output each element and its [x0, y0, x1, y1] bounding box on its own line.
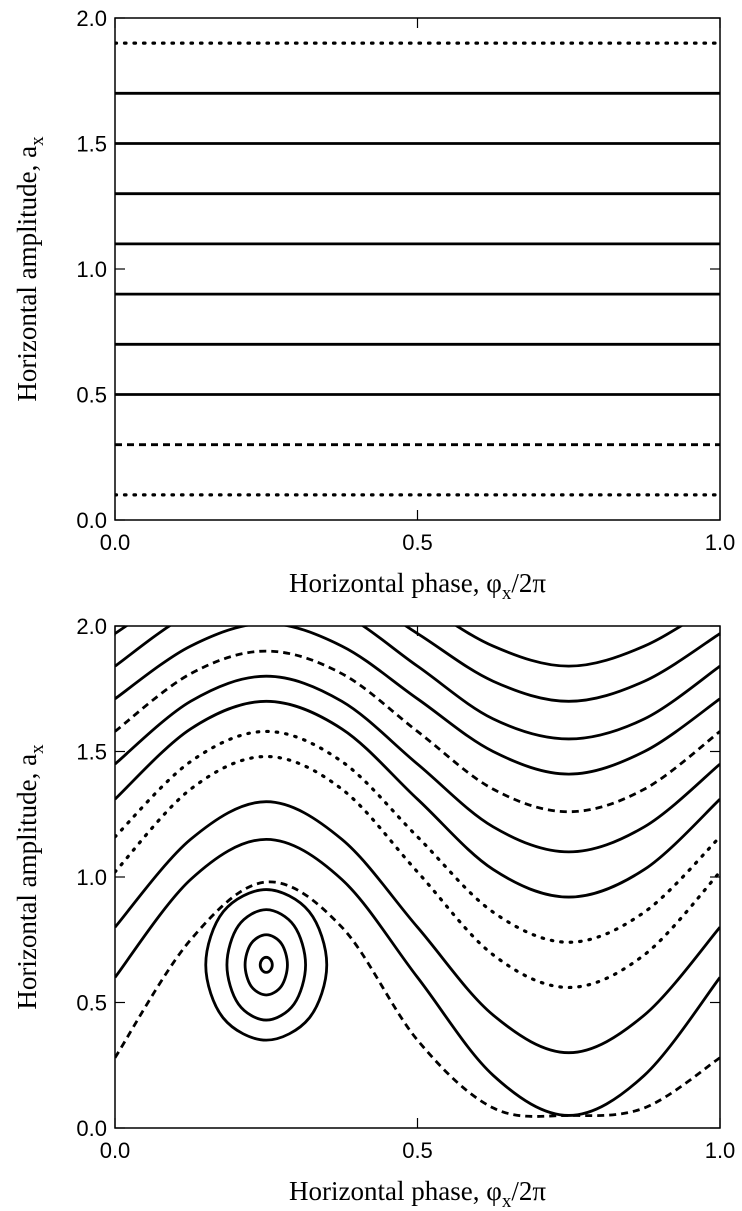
label-subscript: x	[502, 583, 512, 604]
curve	[115, 729, 720, 944]
y-tick-label: 0.0	[76, 1116, 107, 1141]
label-subscript: x	[27, 136, 48, 146]
y-tick-label: 0.5	[76, 383, 107, 408]
y-axis-label: Horizontal amplitude, ax	[12, 136, 48, 402]
y-tick-label: 0.0	[76, 508, 107, 533]
y-tick-label: 2.0	[76, 6, 107, 31]
curve	[115, 626, 720, 741]
label-text: Horizontal phase, φ	[289, 568, 502, 598]
curve	[115, 754, 720, 990]
x-axis-label: Horizontal phase, φx/2π	[289, 568, 546, 604]
label-suffix: /2π	[511, 568, 546, 598]
x-tick-label: 0.5	[402, 530, 433, 555]
chart-panel: 0.0 0.5 1.0 1.5 2.0 0.0 0.5 1.0 Horizontal phase…	[12, 6, 735, 604]
curve	[204, 888, 329, 1042]
y-tick-label: 1.0	[76, 257, 107, 282]
curve	[115, 674, 720, 854]
curve	[115, 699, 720, 899]
curve	[115, 800, 720, 1055]
curve	[258, 955, 274, 974]
curve	[115, 626, 720, 703]
y-tick-label: 1.0	[76, 865, 107, 890]
x-tick-label: 1.0	[705, 1138, 736, 1163]
curve	[115, 837, 720, 1117]
curve	[454, 626, 684, 668]
label-suffix: /2π	[511, 1176, 546, 1206]
x-tick-label: 0.0	[100, 1138, 131, 1163]
x-axis-label: Horizontal phase, φx/2π	[289, 1176, 546, 1211]
plot-frame	[114, 625, 721, 1129]
label-text: Horizontal amplitude, a	[12, 146, 42, 402]
curve	[115, 626, 720, 776]
curve	[225, 908, 307, 1022]
y-tick-label: 2.0	[76, 614, 107, 639]
label-text: Horizontal amplitude, a	[12, 754, 42, 1010]
chart-panel: 0.0 0.5 1.0 1.5 2.0 0.0 0.5 1.0 Horizontal phase…	[12, 614, 736, 1211]
curve	[115, 649, 720, 814]
label-subscript: x	[502, 1191, 512, 1211]
y-axis-label: Horizontal amplitude, ax	[12, 744, 48, 1010]
y-tick-label: 0.5	[76, 991, 107, 1016]
x-tick-label: 0.0	[100, 530, 131, 555]
curves	[115, 41, 720, 497]
y-tick-label: 1.5	[76, 740, 107, 765]
curve	[115, 880, 720, 1118]
y-tick-label: 1.5	[76, 132, 107, 157]
x-tick-label: 0.5	[402, 1138, 433, 1163]
label-subscript: x	[27, 744, 48, 754]
plot-frame	[114, 17, 721, 521]
x-tick-label: 1.0	[705, 530, 736, 555]
label-text: Horizontal phase, φ	[289, 1176, 502, 1206]
curves	[115, 626, 720, 1118]
curve	[243, 933, 289, 997]
